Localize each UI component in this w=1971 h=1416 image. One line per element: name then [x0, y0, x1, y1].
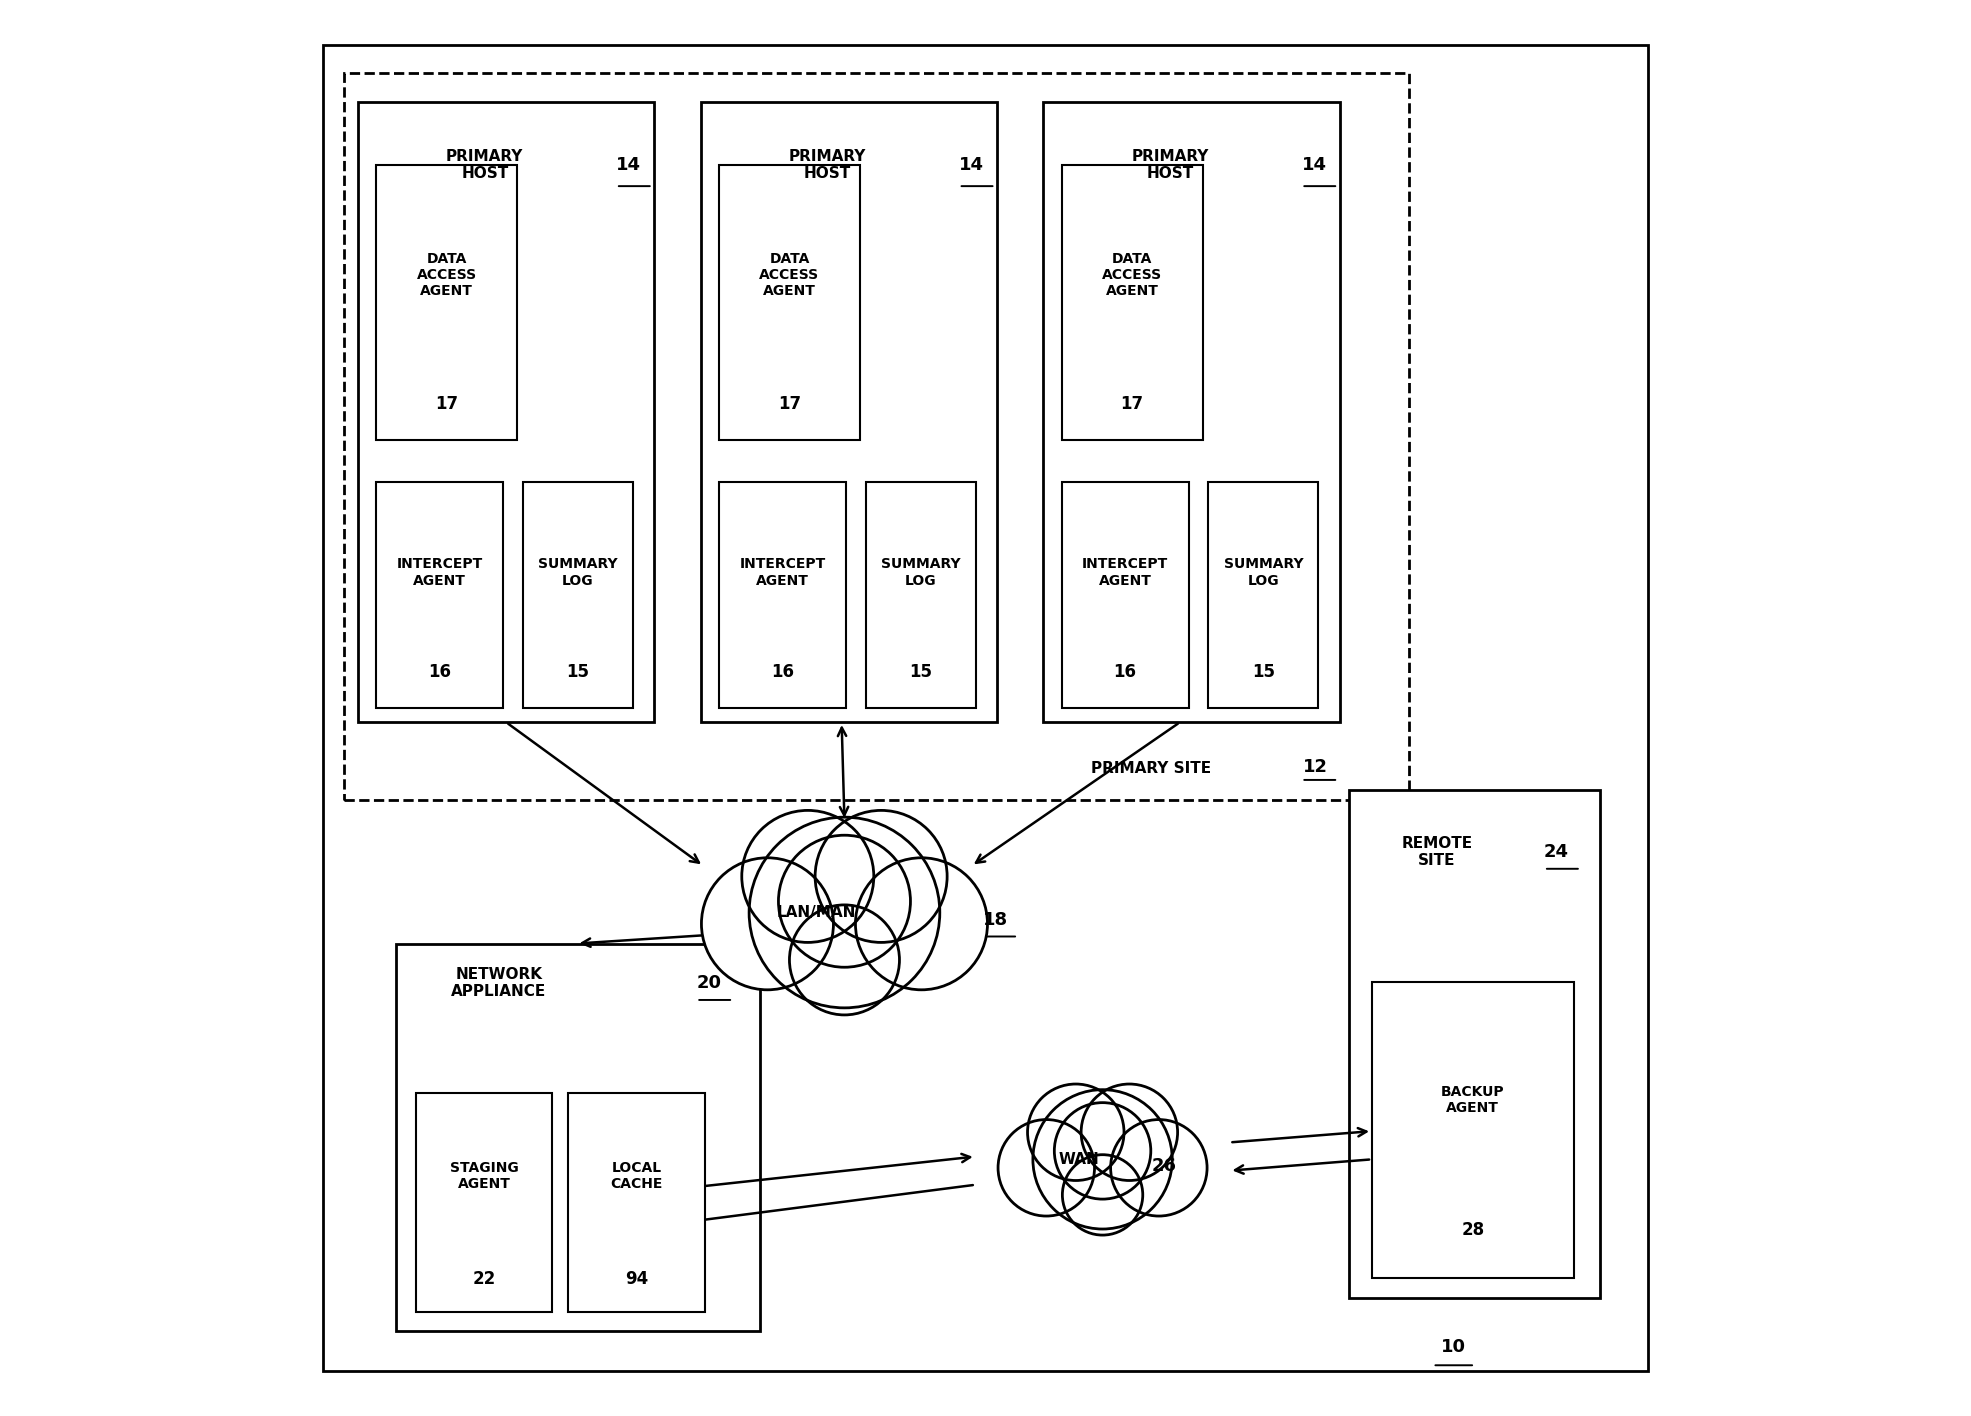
- Text: LOCAL
CACHE: LOCAL CACHE: [611, 1161, 662, 1191]
- Text: 16: 16: [771, 663, 794, 681]
- Text: 26: 26: [1151, 1157, 1177, 1175]
- Text: PRIMARY
HOST: PRIMARY HOST: [445, 149, 524, 181]
- FancyBboxPatch shape: [700, 102, 997, 722]
- FancyBboxPatch shape: [323, 45, 1648, 1371]
- FancyBboxPatch shape: [1062, 483, 1189, 708]
- FancyBboxPatch shape: [359, 102, 654, 722]
- FancyBboxPatch shape: [376, 483, 503, 708]
- Circle shape: [1110, 1120, 1206, 1216]
- Circle shape: [1033, 1090, 1173, 1229]
- FancyBboxPatch shape: [416, 1093, 552, 1311]
- Text: 94: 94: [625, 1270, 648, 1289]
- Circle shape: [702, 858, 834, 990]
- Text: STAGING
AGENT: STAGING AGENT: [449, 1161, 518, 1191]
- Circle shape: [1054, 1103, 1151, 1199]
- Circle shape: [1082, 1085, 1177, 1181]
- FancyBboxPatch shape: [1062, 166, 1202, 440]
- Text: 16: 16: [1114, 663, 1137, 681]
- Text: INTERCEPT
AGENT: INTERCEPT AGENT: [739, 558, 826, 588]
- Text: REMOTE
SITE: REMOTE SITE: [1401, 835, 1472, 868]
- FancyBboxPatch shape: [396, 943, 761, 1331]
- Text: 14: 14: [958, 156, 984, 174]
- Circle shape: [741, 810, 873, 943]
- Text: NETWORK
APPLIANCE: NETWORK APPLIANCE: [451, 967, 546, 1000]
- Text: PRIMARY SITE: PRIMARY SITE: [1092, 760, 1212, 776]
- Circle shape: [1062, 1154, 1143, 1235]
- FancyBboxPatch shape: [343, 74, 1409, 800]
- Text: DATA
ACCESS
AGENT: DATA ACCESS AGENT: [416, 252, 477, 299]
- Text: 24: 24: [1543, 843, 1569, 861]
- FancyBboxPatch shape: [1350, 790, 1600, 1297]
- FancyBboxPatch shape: [1372, 981, 1573, 1277]
- Text: 16: 16: [428, 663, 451, 681]
- Text: 18: 18: [984, 910, 1007, 929]
- Text: 17: 17: [1121, 395, 1143, 413]
- Text: 12: 12: [1303, 758, 1328, 776]
- FancyBboxPatch shape: [865, 483, 976, 708]
- Text: 17: 17: [779, 395, 800, 413]
- FancyBboxPatch shape: [719, 483, 846, 708]
- Text: SUMMARY
LOG: SUMMARY LOG: [1224, 558, 1303, 588]
- FancyBboxPatch shape: [1208, 483, 1319, 708]
- Text: DATA
ACCESS
AGENT: DATA ACCESS AGENT: [759, 252, 820, 299]
- Text: 22: 22: [473, 1270, 497, 1289]
- Text: SUMMARY
LOG: SUMMARY LOG: [538, 558, 617, 588]
- Text: 17: 17: [436, 395, 459, 413]
- FancyBboxPatch shape: [719, 166, 859, 440]
- Text: 28: 28: [1461, 1222, 1484, 1239]
- Text: INTERCEPT
AGENT: INTERCEPT AGENT: [1082, 558, 1169, 588]
- FancyBboxPatch shape: [376, 166, 516, 440]
- Circle shape: [997, 1120, 1094, 1216]
- FancyBboxPatch shape: [568, 1093, 706, 1311]
- Text: SUMMARY
LOG: SUMMARY LOG: [881, 558, 960, 588]
- Text: WAN: WAN: [1058, 1151, 1100, 1167]
- Circle shape: [1027, 1085, 1123, 1181]
- Text: 10: 10: [1441, 1338, 1466, 1357]
- Circle shape: [749, 817, 940, 1008]
- Text: DATA
ACCESS
AGENT: DATA ACCESS AGENT: [1102, 252, 1163, 299]
- Circle shape: [816, 810, 948, 943]
- Text: 20: 20: [696, 974, 721, 993]
- Text: BACKUP
AGENT: BACKUP AGENT: [1441, 1085, 1504, 1116]
- Text: 15: 15: [566, 663, 589, 681]
- Text: 15: 15: [909, 663, 932, 681]
- Text: INTERCEPT
AGENT: INTERCEPT AGENT: [396, 558, 483, 588]
- Text: PRIMARY
HOST: PRIMARY HOST: [788, 149, 865, 181]
- Text: 15: 15: [1252, 663, 1275, 681]
- Text: LAN/MAN: LAN/MAN: [777, 905, 855, 920]
- Circle shape: [779, 835, 911, 967]
- Text: 14: 14: [1301, 156, 1326, 174]
- FancyBboxPatch shape: [1043, 102, 1340, 722]
- FancyBboxPatch shape: [522, 483, 633, 708]
- Text: PRIMARY
HOST: PRIMARY HOST: [1131, 149, 1208, 181]
- Text: 14: 14: [617, 156, 641, 174]
- Circle shape: [855, 858, 987, 990]
- Circle shape: [790, 905, 899, 1015]
